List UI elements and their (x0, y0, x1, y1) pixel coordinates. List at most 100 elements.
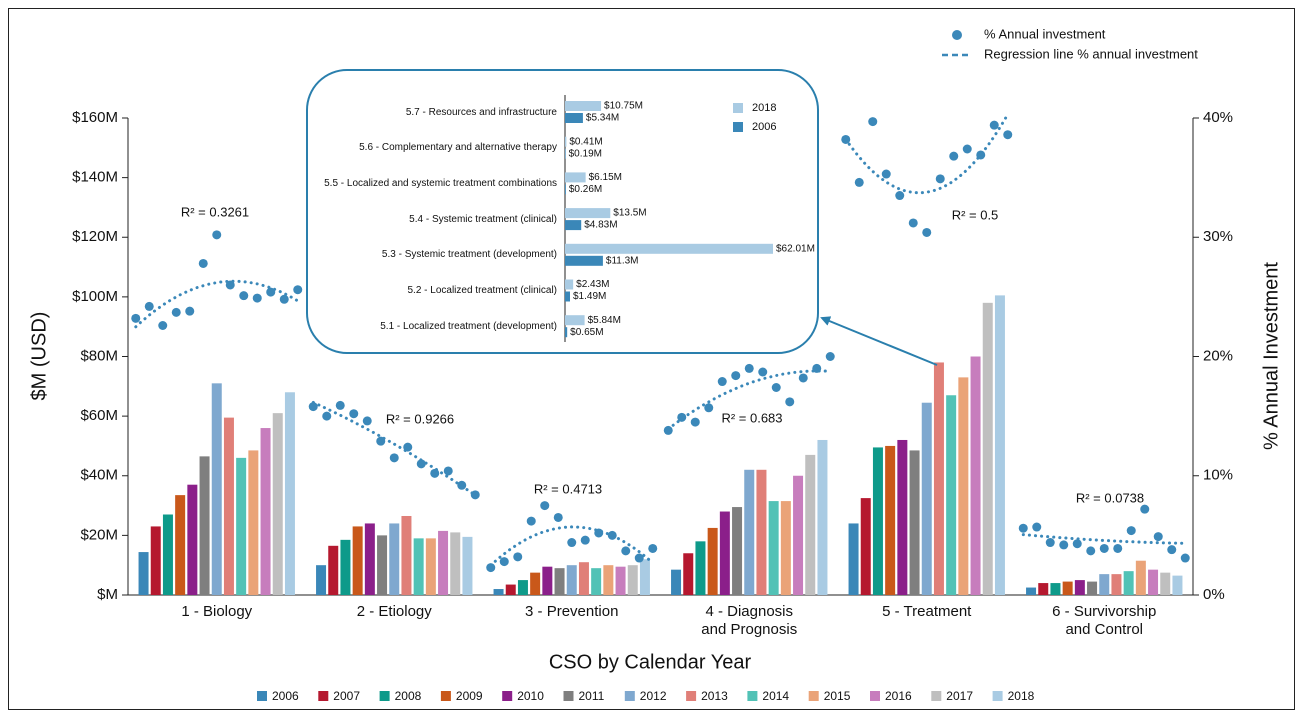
bar (872, 447, 883, 595)
bar (138, 552, 149, 595)
inset-value-label: $13.5M (613, 208, 646, 219)
percent-dot (349, 409, 359, 419)
legend-label: 2017 (946, 689, 973, 703)
bar (1099, 574, 1110, 595)
bar (425, 538, 436, 595)
legend-swatch (808, 691, 819, 701)
bar (438, 530, 449, 595)
y2-tick-label: 10% (1203, 467, 1233, 484)
legend-label: 2007 (333, 689, 360, 703)
inset-value-label: $0.41M (569, 136, 602, 147)
percent-dot (1018, 523, 1028, 533)
percent-dot (621, 546, 631, 556)
percent-dot (266, 287, 276, 297)
legend-swatch (686, 691, 697, 701)
percent-dot (1032, 522, 1042, 532)
percent-dot (185, 306, 195, 316)
inset-value-label: $10.75M (604, 101, 643, 112)
percent-dot (362, 416, 372, 426)
inset-bar (565, 113, 583, 123)
legend-swatch (563, 691, 574, 701)
x-tick-label-text: 3 - Prevention (525, 603, 619, 620)
y2-axis-title: % Annual Investment (1260, 262, 1282, 450)
legend-swatch (379, 691, 390, 701)
inset-category-label-text: 5.7 - Resources and infrastructure (405, 106, 557, 118)
bar (1074, 580, 1085, 595)
legend-swatch (624, 691, 635, 701)
r2-label: R² = 0.0738 (1076, 490, 1144, 505)
percent-dot (881, 169, 891, 179)
legend-label: % Annual investment (984, 26, 1106, 41)
inset-value-label: $2.43M (576, 279, 609, 290)
bar (591, 568, 602, 595)
percent-dot (443, 466, 453, 476)
bar (162, 514, 173, 595)
bar (1062, 581, 1073, 595)
percent-dot (854, 177, 864, 187)
inset-value-label: $6.15M (589, 172, 622, 183)
x-tick-label: 1 - Biology (161, 603, 273, 621)
percent-dot (1045, 538, 1055, 548)
inset-bar (565, 315, 585, 326)
bar (328, 545, 339, 595)
percent-dot (1086, 546, 1096, 556)
percent-dot (416, 459, 426, 469)
percent-dot (403, 442, 413, 452)
inset-bar (565, 243, 773, 254)
inset-category-label-text: 5.5 - Localized and systemic treatment c… (324, 177, 557, 189)
bar (236, 457, 247, 595)
bar (946, 395, 957, 595)
legend-label: 2012 (640, 689, 667, 703)
legend-swatch (318, 691, 329, 701)
inset-bar (565, 279, 574, 290)
inset-bar (565, 220, 582, 231)
percent-dot (513, 552, 523, 562)
bar (958, 377, 969, 595)
bar (780, 501, 791, 595)
percent-dot (1072, 539, 1082, 549)
percent-dot (553, 512, 563, 522)
bar (450, 532, 461, 595)
bar (1050, 583, 1061, 595)
percent-dot (717, 377, 727, 387)
bar (542, 566, 553, 595)
percent-dot (935, 174, 945, 184)
bar (719, 511, 730, 595)
percent-dot (1153, 532, 1163, 542)
inset-category-label: 5.3 - Systemic treatment (development) (312, 240, 557, 270)
percent-dot (841, 134, 851, 144)
bar (554, 568, 565, 595)
y-tick-label: $100M (72, 288, 118, 305)
y2-tick-label: 30% (1203, 228, 1233, 245)
percent-dot (663, 425, 673, 435)
inset-bar (565, 184, 566, 195)
percent-dot (335, 400, 345, 410)
inset-value-label: $0.65M (570, 327, 603, 338)
bar (340, 539, 351, 595)
inset-value-label: $62.01M (776, 243, 815, 254)
bar (352, 526, 363, 595)
inset-bar (565, 101, 602, 111)
bar (187, 484, 198, 595)
bar (223, 417, 234, 595)
x-tick-label-text: 1 - Biology (181, 603, 253, 620)
percent-dot (293, 285, 303, 295)
bar (505, 584, 516, 595)
regression-line (311, 400, 477, 497)
bar (1172, 575, 1183, 595)
percent-dot (1180, 553, 1190, 563)
percent-dot (198, 258, 208, 268)
bar (744, 469, 755, 595)
inset-box (306, 69, 819, 354)
x-tick-label: 5 - Treatment (871, 603, 983, 621)
inset-legend-label: 2006 (752, 121, 776, 133)
legend-label: Regression line % annual investment (984, 46, 1198, 61)
bar (860, 498, 871, 595)
inset-bar (565, 172, 586, 183)
bar (683, 553, 694, 595)
bar (707, 527, 718, 595)
bar (994, 295, 1005, 595)
y2-tick-label: 40% (1203, 109, 1233, 126)
percent-dot (308, 402, 318, 412)
